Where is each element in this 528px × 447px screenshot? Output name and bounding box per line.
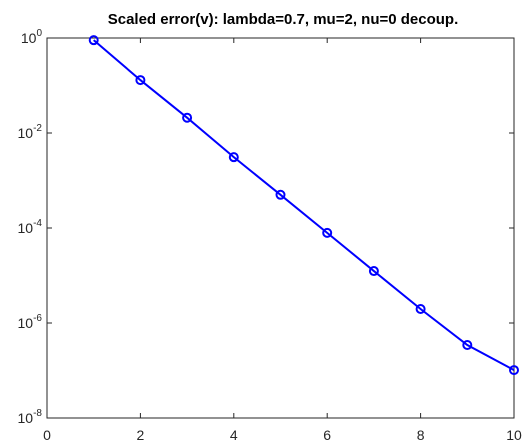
- point-marker: [415, 304, 426, 315]
- x-tick-label: 6: [323, 427, 331, 443]
- y-tick-base: 10: [18, 410, 34, 426]
- series-line: [93, 39, 515, 371]
- point-marker: [275, 189, 286, 200]
- y-tick-label: 10-2: [18, 123, 43, 141]
- y-tick-base: 10: [18, 220, 34, 236]
- y-tick-exponent: -4: [33, 218, 42, 229]
- x-tick-label: 4: [230, 427, 238, 443]
- point-marker: [462, 340, 473, 351]
- y-tick-label: 100: [21, 28, 43, 46]
- x-tick-label: 0: [43, 427, 51, 443]
- y-tick-label: 10-6: [18, 313, 43, 331]
- plot-area: [46, 37, 515, 419]
- point-marker: [509, 365, 519, 376]
- y-tick-exponent: -8: [33, 408, 42, 419]
- x-tick-label: 2: [137, 427, 145, 443]
- point-marker: [322, 227, 333, 238]
- point-marker: [182, 112, 193, 123]
- y-tick-base: 10: [21, 30, 37, 46]
- point-marker: [368, 266, 379, 277]
- y-tick-base: 10: [18, 315, 34, 331]
- y-tick-exponent: -2: [33, 123, 42, 134]
- point-marker: [228, 152, 239, 163]
- y-tick-exponent: -6: [33, 313, 42, 324]
- y-tick-label: 10-4: [18, 218, 43, 236]
- y-tick-label: 10-8: [18, 408, 43, 426]
- chart-title: Scaled error(v): lambda=0.7, mu=2, nu=0 …: [108, 11, 459, 28]
- point-marker: [135, 75, 146, 86]
- x-tick-label: 10: [506, 427, 522, 443]
- point-marker: [88, 35, 99, 46]
- y-tick-exponent: 0: [36, 28, 42, 39]
- y-tick-base: 10: [18, 125, 34, 141]
- x-tick-label: 8: [417, 427, 425, 443]
